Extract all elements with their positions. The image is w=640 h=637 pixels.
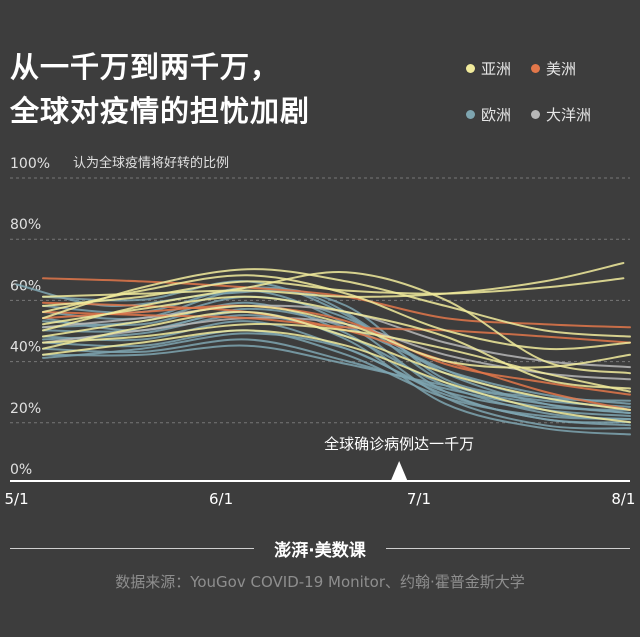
series-line bbox=[42, 304, 631, 369]
x-tick-label: 6/1 bbox=[209, 490, 233, 508]
legend-item-oceania: 大洋洲 bbox=[531, 104, 591, 125]
legend-label-europe: 欧洲 bbox=[481, 106, 512, 124]
x-tick-label: 5/1 bbox=[5, 490, 29, 508]
x-tick-label: 8/1 bbox=[611, 490, 635, 508]
y-axis-label: 认为全球疫情将好转的比例 bbox=[73, 155, 229, 171]
legend-label-oceania: 大洋洲 bbox=[546, 106, 592, 124]
series-line bbox=[42, 338, 631, 411]
legend-dot-asia bbox=[466, 64, 475, 73]
chart-title-line-2: 全球对疫情的担忧加剧 bbox=[10, 94, 311, 128]
legend-dot-europe bbox=[466, 110, 475, 119]
series-line bbox=[42, 310, 631, 411]
logo: 澎湃·美数课 bbox=[274, 540, 366, 561]
y-tick-label: 0% bbox=[10, 462, 32, 478]
legend-dot-americas bbox=[531, 64, 540, 73]
footer-rule-left bbox=[10, 548, 254, 549]
y-tick-label: 40% bbox=[10, 340, 41, 356]
y-tick-label: 100% bbox=[10, 156, 50, 172]
legend-item-europe: 欧洲 bbox=[466, 104, 511, 125]
legend-dot-oceania bbox=[531, 110, 540, 119]
y-tick-label: 80% bbox=[10, 217, 41, 233]
series-lines bbox=[15, 262, 631, 436]
series-line bbox=[42, 295, 631, 390]
annotation-marker bbox=[391, 461, 408, 480]
legend-label-americas: 美洲 bbox=[546, 60, 577, 78]
y-tick-label: 20% bbox=[10, 401, 41, 417]
series-line bbox=[42, 323, 631, 393]
legend-item-asia: 亚洲 bbox=[466, 58, 511, 79]
series-line bbox=[42, 332, 631, 427]
series-line bbox=[42, 304, 631, 396]
source-note: 数据来源：YouGov COVID-19 Monitor、约翰·霍普金斯大学 bbox=[115, 573, 525, 591]
series-line bbox=[42, 268, 631, 338]
annotation-label: 全球确诊病例达一千万 bbox=[324, 435, 474, 453]
series-line bbox=[42, 329, 631, 421]
series-line bbox=[42, 311, 631, 344]
series-line bbox=[42, 301, 631, 430]
x-tick-labels: 5/1 6/1 7/1 8/1 bbox=[5, 490, 636, 508]
legend-label-asia: 亚洲 bbox=[481, 60, 512, 78]
legend-item-americas: 美洲 bbox=[531, 58, 576, 79]
chart-title-line-1: 从一千万到两千万， bbox=[10, 50, 281, 84]
series-line bbox=[42, 277, 625, 307]
series-line bbox=[42, 344, 631, 408]
footer-rule-right bbox=[386, 548, 630, 549]
series-line bbox=[42, 274, 631, 351]
series-line bbox=[42, 329, 631, 424]
series-line bbox=[42, 262, 625, 298]
x-tick-label: 7/1 bbox=[407, 490, 431, 508]
y-tick-labels: 0%20%40%60%80%100% bbox=[10, 156, 50, 478]
series-line bbox=[42, 270, 631, 375]
annotation: 全球确诊病例达一千万 bbox=[324, 435, 474, 480]
line-chart: 0%20%40%60%80%100% 认为全球疫情将好转的比例 5/1 6/1 7/… bbox=[5, 155, 636, 508]
